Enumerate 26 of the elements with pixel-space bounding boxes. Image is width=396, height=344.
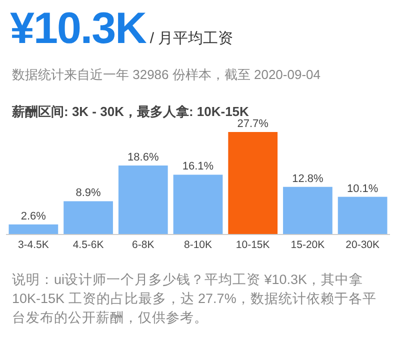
- bar: [338, 196, 388, 234]
- bar: [228, 132, 278, 234]
- data-label: 10.1%: [346, 182, 378, 195]
- bar: [283, 186, 332, 234]
- x-tick-label: 10-15K: [236, 239, 270, 251]
- bar: [64, 201, 113, 234]
- text: 薪酬区间: 3K - 30K，最多人拿: 10K-15K: [12, 103, 249, 119]
- data-label: 8.9%: [76, 187, 102, 200]
- bar: [173, 174, 223, 234]
- data-label: 12.8%: [292, 172, 324, 185]
- x-tick-label: 4.5-6K: [72, 239, 104, 251]
- data-label: 2.6%: [20, 210, 46, 222]
- chart-title: ¥10.3K: [10, 4, 146, 53]
- x-tick-label: 3-4.5K: [18, 239, 49, 251]
- text: 说明：ui设计师一个月多少钱？平均工资 ¥10.3K，其中拿10K-15K 工资的占比最多，达 27.7%，数据统计依赖于各平台发布的公开薪酬，仅供参考。: [12, 271, 378, 327]
- x-tick-label: 6-8K: [132, 239, 154, 251]
- x-tick-label: 20-30K: [346, 239, 380, 251]
- data-label: 18.6%: [128, 152, 159, 164]
- bar: [118, 166, 168, 234]
- chart-subtitle: / 月平均工资: [150, 30, 234, 47]
- x-tick-label: 8-10K: [184, 239, 212, 251]
- data-label: 16.1%: [182, 160, 214, 173]
- data-label: 27.7%: [237, 118, 269, 130]
- x-tick-label: 15-20K: [290, 239, 325, 251]
- bar: [8, 224, 58, 234]
- text: 数据统计来自近一年 32986 份样本，截至 2020-09-04: [12, 66, 320, 84]
